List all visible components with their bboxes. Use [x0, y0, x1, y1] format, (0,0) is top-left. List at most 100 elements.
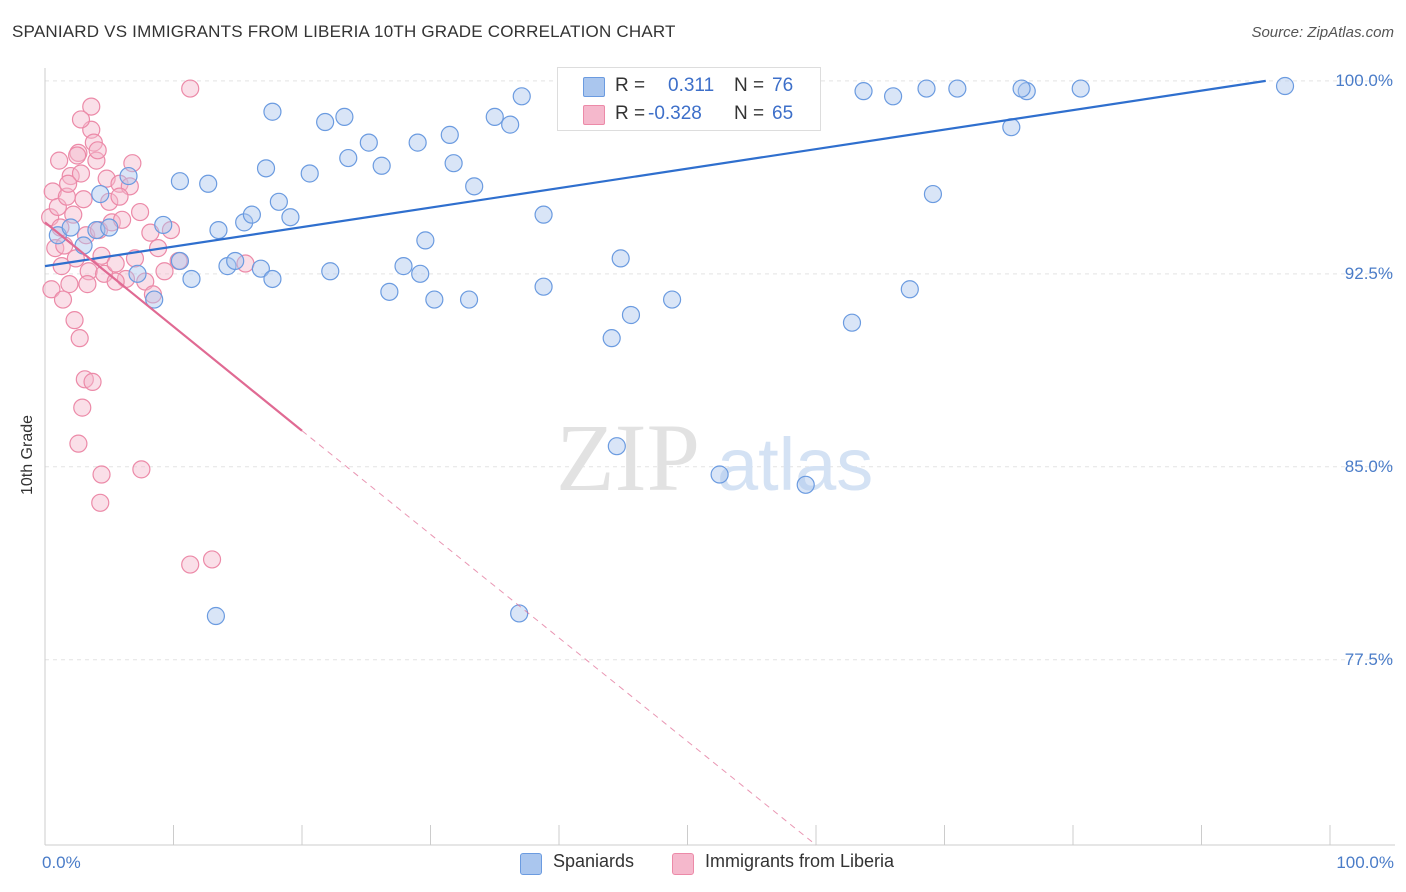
- source-label[interactable]: Source: ZipAtlas.com: [1251, 24, 1394, 41]
- data-point: [440, 125, 459, 144]
- data-point: [53, 290, 73, 309]
- data-point: [73, 398, 92, 417]
- data-point: [607, 437, 626, 456]
- trend-line-spaniards: [44, 79, 1266, 268]
- watermark-zip: ZIP: [556, 404, 700, 511]
- data-point: [209, 220, 228, 240]
- data-point: [202, 550, 222, 569]
- data-point: [74, 190, 93, 209]
- data-point: [69, 434, 88, 453]
- data-point: [1017, 82, 1036, 101]
- data-point: [710, 465, 729, 484]
- data-point: [226, 251, 245, 271]
- data-point: [155, 262, 174, 281]
- data-point: [316, 112, 335, 132]
- legend-r-label: R =: [615, 103, 646, 124]
- data-point: [854, 82, 873, 101]
- data-point: [61, 218, 80, 237]
- data-point: [948, 79, 967, 98]
- data-point: [1275, 76, 1295, 96]
- data-point: [92, 465, 111, 484]
- data-point: [444, 154, 463, 173]
- data-point: [170, 251, 190, 271]
- data-point: [281, 208, 300, 227]
- data-point: [339, 148, 358, 168]
- data-point: [235, 213, 254, 232]
- trend-lines: [44, 79, 1266, 846]
- data-point: [50, 151, 69, 170]
- data-point: [256, 159, 276, 178]
- y-tick-label: 77.5%: [1344, 649, 1393, 669]
- data-point: [128, 264, 147, 283]
- legend-n-value: 65: [772, 103, 794, 124]
- data-point: [68, 146, 87, 165]
- data-point: [602, 329, 621, 348]
- x-tick-label: 0.0%: [42, 853, 81, 872]
- data-point: [91, 184, 110, 204]
- data-point: [82, 97, 101, 116]
- data-point: [411, 264, 430, 283]
- data-point: [416, 231, 435, 250]
- data-point: [170, 172, 190, 191]
- data-point: [501, 115, 520, 134]
- data-point: [621, 305, 641, 325]
- legend-swatch-blue: [520, 853, 542, 875]
- legend-r-value: 0.311: [668, 75, 715, 96]
- trend-line-liberia: [44, 221, 303, 432]
- legend-label-liberia: Immigrants from Liberia: [705, 851, 895, 871]
- data-point: [242, 205, 261, 224]
- data-point: [106, 254, 125, 273]
- axes: [44, 68, 1395, 846]
- data-point: [60, 275, 79, 294]
- data-point: [206, 606, 226, 626]
- data-point: [78, 275, 97, 294]
- chart-title: SPANIARD VS IMMIGRANTS FROM LIBERIA 10TH…: [12, 22, 676, 41]
- series-spaniards-points: [48, 76, 1295, 626]
- legend-n-label: N =: [734, 103, 765, 124]
- legend-swatch-pink: [583, 105, 605, 125]
- data-point: [182, 269, 201, 289]
- data-point: [65, 311, 84, 330]
- legend-r-label: R =: [615, 75, 646, 96]
- data-point: [662, 290, 682, 309]
- data-point: [394, 257, 413, 276]
- watermark: ZIP atlas: [556, 404, 873, 511]
- data-point: [380, 282, 399, 301]
- data-point: [181, 79, 200, 98]
- data-point: [145, 290, 164, 309]
- legend-row-spaniards: R = 0.311 N = 76: [558, 74, 820, 98]
- data-point: [181, 555, 200, 574]
- data-point: [132, 460, 151, 479]
- data-point: [408, 133, 427, 152]
- legend-swatch-blue: [583, 77, 605, 97]
- data-point: [251, 259, 270, 278]
- data-point: [512, 87, 531, 106]
- data-point: [465, 177, 484, 196]
- data-point: [534, 277, 553, 296]
- data-point: [263, 102, 282, 121]
- legend-n-label: N =: [734, 75, 765, 96]
- watermark-atlas: atlas: [717, 423, 873, 506]
- data-point: [611, 249, 630, 268]
- legend-r-value: -0.328: [648, 103, 702, 124]
- data-point: [74, 236, 93, 255]
- data-point: [534, 205, 553, 224]
- x-tick-label: 100.0%: [1336, 853, 1394, 872]
- data-point: [71, 110, 91, 129]
- data-point: [88, 141, 107, 160]
- y-tick-label: 85.0%: [1344, 456, 1393, 476]
- data-point: [459, 290, 479, 309]
- gridlines: [45, 80, 1395, 661]
- legend-label-spaniards: Spaniards: [553, 851, 635, 871]
- data-point: [71, 164, 91, 183]
- data-point: [900, 280, 919, 299]
- data-point: [796, 475, 815, 494]
- data-point: [1071, 79, 1090, 98]
- data-point: [335, 107, 354, 126]
- data-point: [130, 202, 150, 222]
- data-point: [110, 187, 129, 206]
- data-point: [923, 184, 943, 204]
- series-liberia-points: [41, 79, 255, 574]
- stats-legend: R = 0.311 N = 76 R = -0.328 N = 65: [557, 67, 821, 131]
